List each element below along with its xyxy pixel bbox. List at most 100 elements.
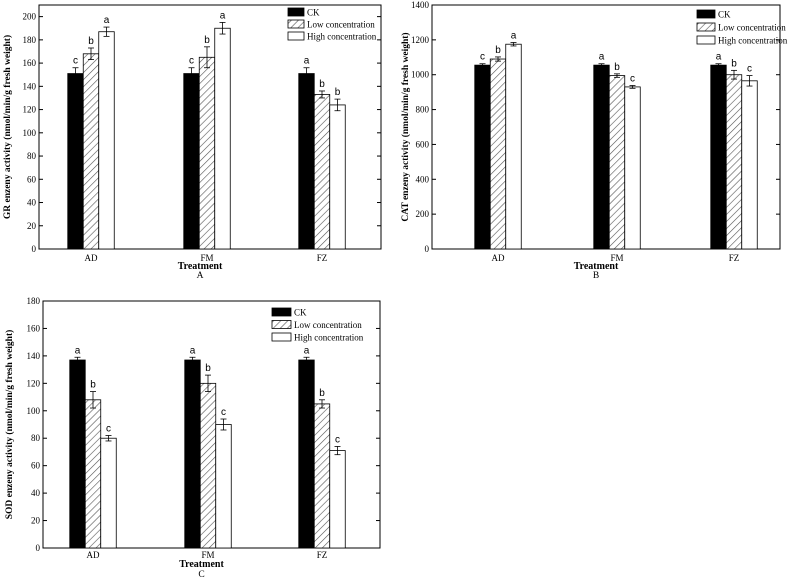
legend-label: CK	[718, 10, 731, 20]
panel-label: B	[593, 271, 599, 281]
bar-low-concentration	[313, 94, 331, 250]
significance-label: c	[221, 407, 226, 418]
bar-high-concentration	[741, 80, 758, 250]
x-tick-label: AD	[492, 253, 505, 263]
y-tick-label: 0	[36, 543, 41, 553]
y-tick-label: 160	[23, 58, 37, 68]
bar-high-concentration	[100, 437, 117, 549]
y-tick-label: 160	[27, 323, 41, 333]
legend-swatch	[696, 35, 716, 45]
y-tick-label: 20	[27, 221, 37, 231]
significance-label: b	[205, 363, 211, 374]
significance-label: b	[495, 45, 501, 56]
bar-high-concentration	[329, 104, 346, 250]
significance-label: c	[630, 74, 635, 85]
x-tick-label: AD	[85, 253, 98, 263]
significance-label: a	[304, 56, 310, 67]
y-tick-label: 0	[32, 244, 37, 254]
bar-low-concentration	[489, 58, 507, 250]
legend-label: High concentration	[718, 36, 788, 46]
y-tick-label: 100	[23, 128, 37, 138]
y-tick-label: 800	[416, 105, 430, 115]
x-axis-label: Treatment	[179, 559, 224, 570]
significance-label: b	[90, 380, 96, 391]
significance-label: a	[716, 52, 722, 63]
y-tick-label: 400	[416, 174, 430, 184]
y-tick-label: 60	[27, 174, 37, 184]
significance-label: c	[335, 434, 340, 445]
legend-swatch	[287, 7, 305, 17]
y-tick-label: 140	[27, 351, 41, 361]
significance-label: b	[731, 58, 737, 69]
legend-label: Low concentration	[718, 23, 786, 33]
legend-swatch	[696, 9, 716, 19]
significance-label: a	[599, 52, 605, 63]
significance-label: a	[304, 345, 310, 356]
panel-label: A	[197, 271, 204, 281]
y-tick-label: 0	[425, 244, 430, 254]
legend-label: High concentration	[307, 32, 377, 42]
significance-label: a	[75, 345, 81, 356]
bar-ck	[298, 359, 315, 549]
legend-swatch	[271, 307, 292, 317]
y-tick-label: 80	[27, 151, 37, 161]
bar-high-concentration	[214, 27, 231, 250]
significance-label: c	[480, 52, 485, 63]
significance-label: c	[747, 64, 752, 75]
y-axis-label: SOD enzeny activity (nmol/min/g fresh we…	[4, 330, 15, 520]
bar-ck	[69, 359, 86, 549]
x-tick-label: FZ	[317, 550, 328, 560]
bar-low-concentration	[82, 53, 100, 250]
significance-label: a	[190, 345, 196, 356]
y-tick-label: 200	[416, 209, 430, 219]
legend-swatch	[287, 19, 305, 29]
y-tick-label: 180	[23, 35, 37, 45]
bar-high-concentration	[329, 450, 346, 549]
significance-label: c	[106, 423, 111, 434]
significance-label: b	[614, 62, 620, 73]
bar-ck	[184, 359, 201, 549]
bar-ck	[593, 64, 610, 250]
y-tick-label: 80	[31, 433, 41, 443]
significance-label: b	[204, 35, 210, 46]
x-tick-label: FZ	[317, 253, 328, 263]
y-tick-label: 60	[31, 461, 41, 471]
y-tick-label: 40	[31, 488, 41, 498]
bar-high-concentration	[215, 424, 232, 549]
bar-low-concentration	[608, 75, 626, 250]
bar-low-concentration	[313, 403, 331, 549]
y-tick-label: 40	[27, 198, 37, 208]
significance-label: a	[220, 10, 226, 21]
bar-ck	[710, 64, 727, 250]
panel-label: C	[198, 570, 204, 580]
legend-label: Low concentration	[307, 20, 375, 30]
y-tick-label: 120	[27, 378, 41, 388]
x-axis-label: Treatment	[574, 261, 619, 272]
x-tick-label: FM	[200, 253, 213, 263]
y-tick-label: 1200	[411, 35, 430, 45]
bar-ck	[298, 73, 315, 250]
x-tick-label: FM	[201, 550, 214, 560]
y-tick-label: 200	[23, 12, 37, 22]
bar-low-concentration	[198, 56, 216, 250]
legend-swatch	[287, 31, 305, 41]
x-axis-label: Treatment	[178, 261, 223, 272]
y-tick-label: 600	[416, 139, 430, 149]
bar-low-concentration	[199, 382, 217, 549]
bar-high-concentration	[98, 31, 115, 250]
legend-label: Low concentration	[294, 320, 362, 330]
legend-label: CK	[307, 8, 320, 18]
significance-label: b	[335, 87, 341, 98]
significance-label: a	[104, 15, 110, 26]
significance-label: b	[88, 36, 94, 47]
bar-high-concentration	[624, 86, 641, 250]
legend-label: CK	[294, 308, 307, 318]
x-tick-label: FZ	[729, 253, 740, 263]
significance-label: b	[319, 79, 325, 90]
y-tick-label: 180	[27, 296, 41, 306]
legend-swatch	[696, 22, 716, 32]
